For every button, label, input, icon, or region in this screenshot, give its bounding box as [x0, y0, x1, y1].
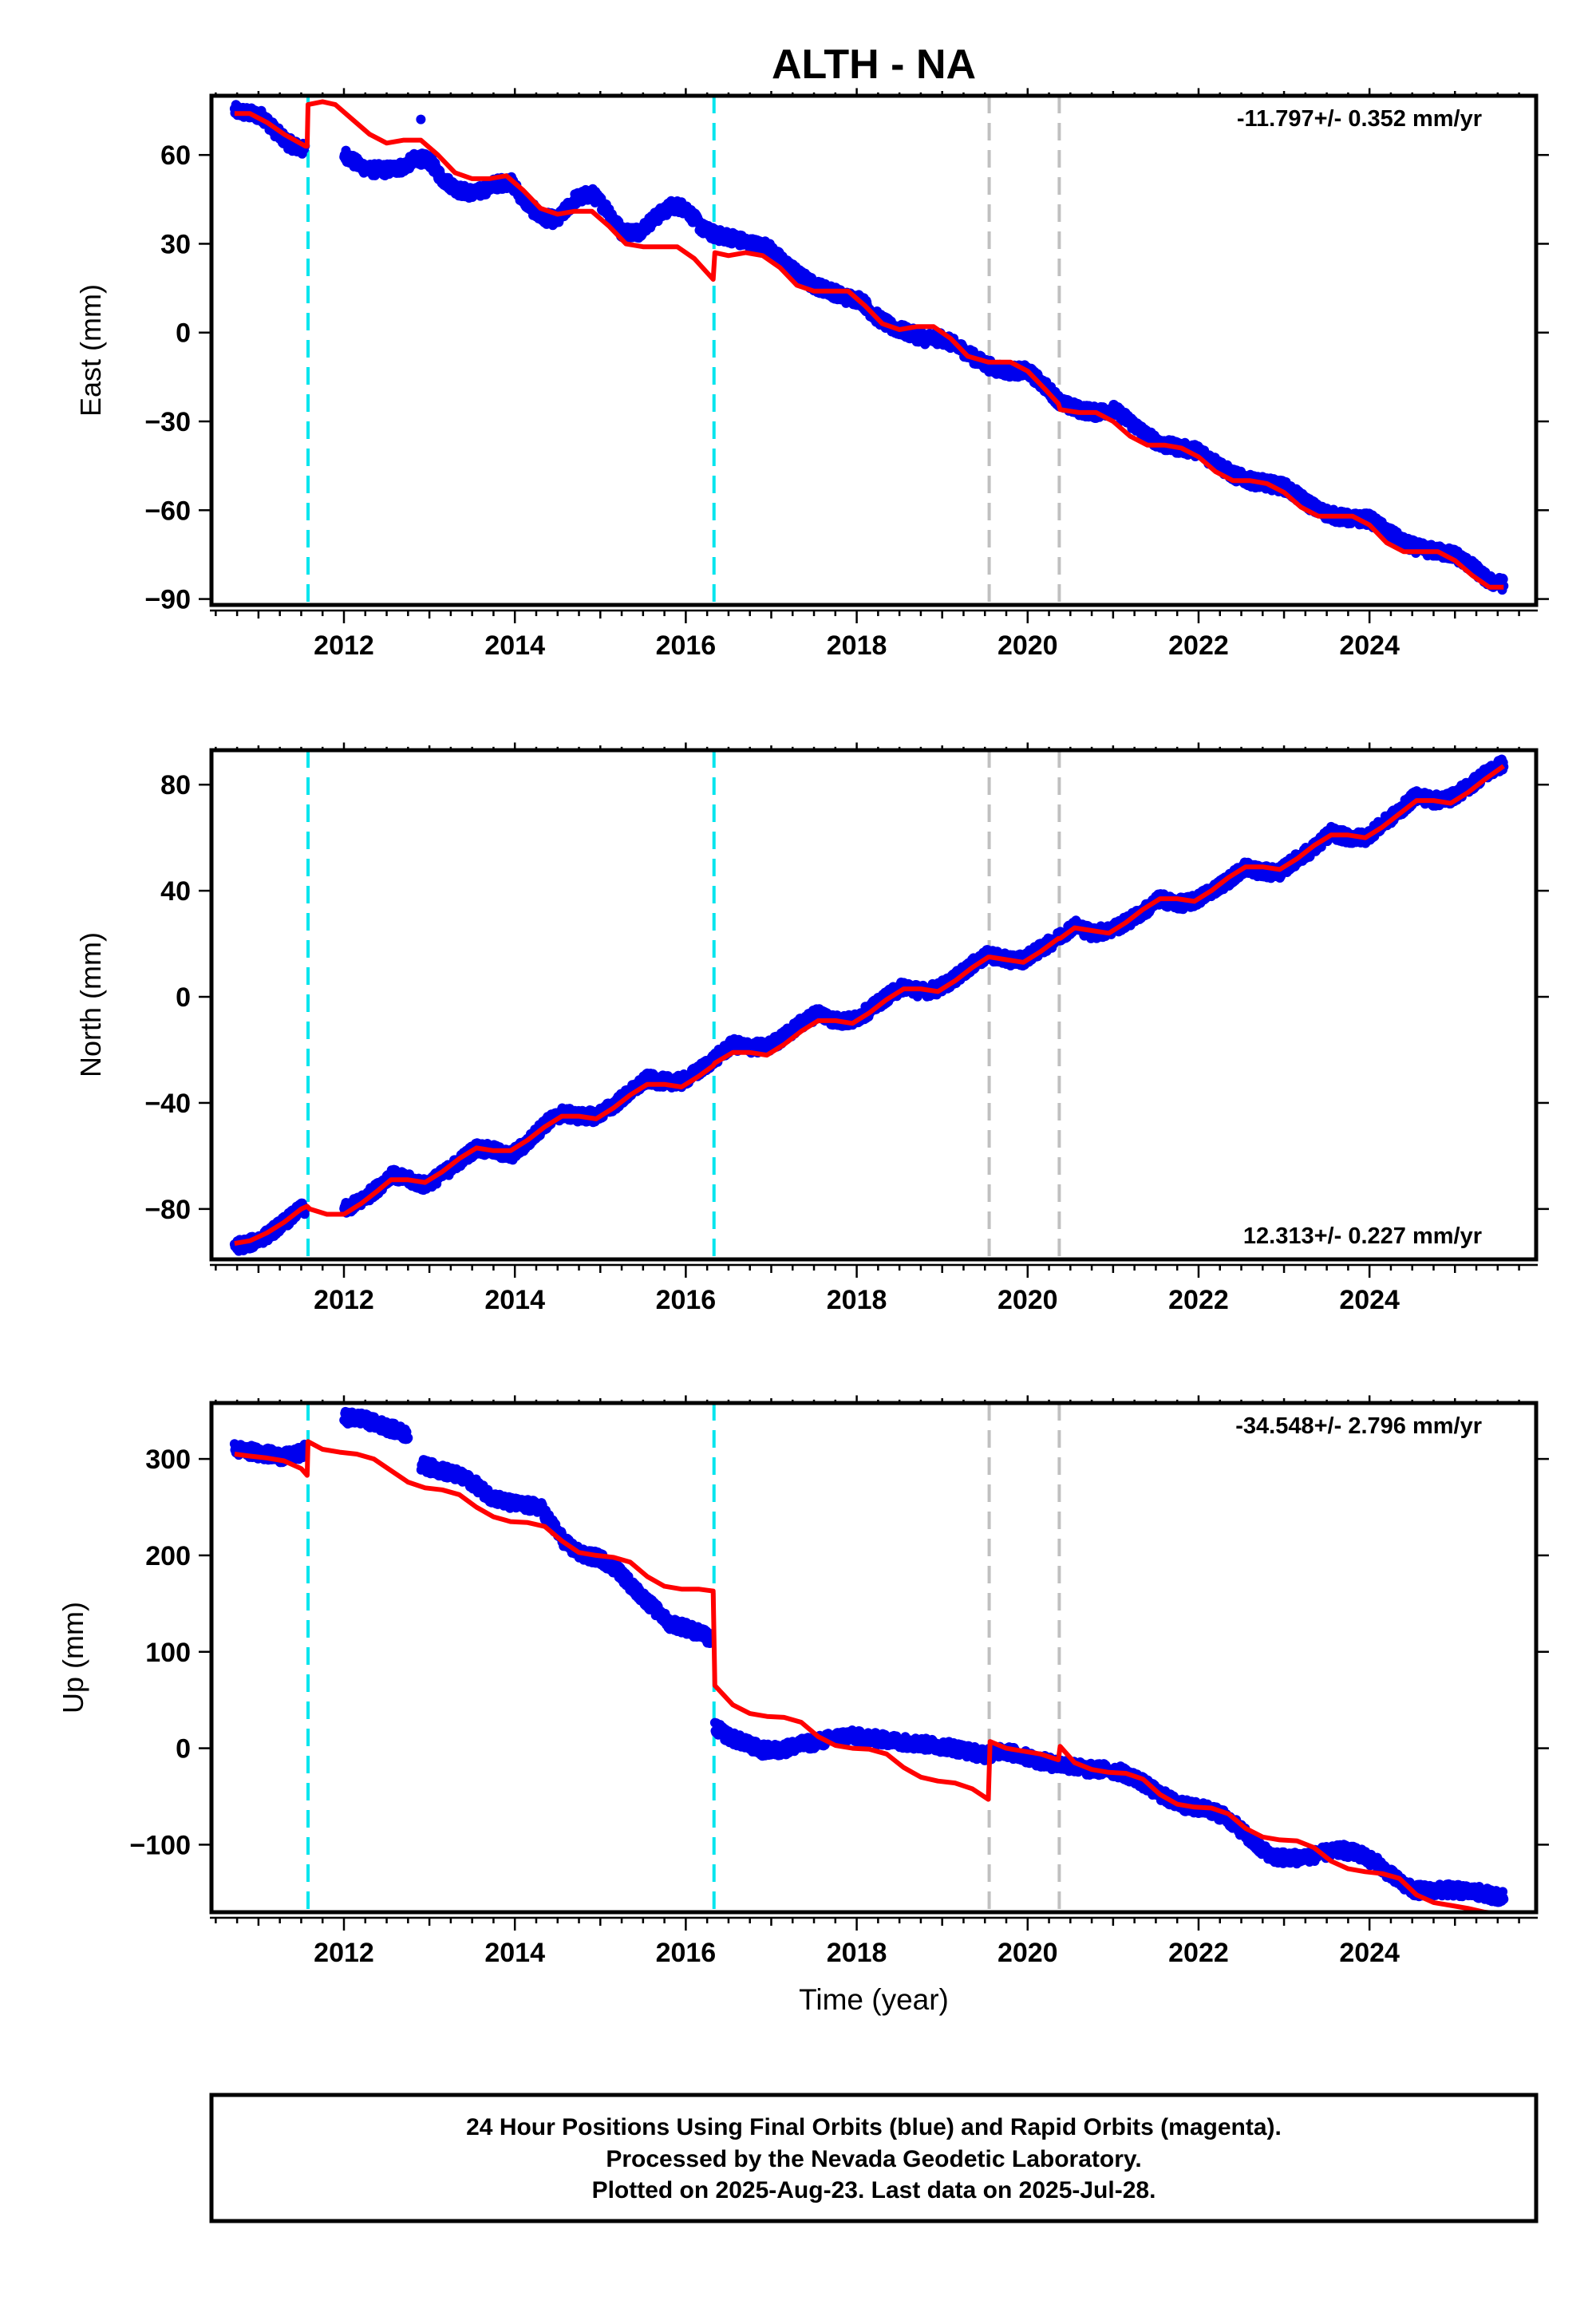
y-tick-label: 0	[176, 982, 191, 1013]
y-tick-label: 80	[160, 770, 191, 800]
x-tick-label: 2018	[827, 630, 887, 661]
y-tick-label: −30	[144, 407, 191, 437]
x-tick-label: 2022	[1168, 630, 1229, 661]
y-tick-label: −40	[144, 1089, 191, 1119]
x-tick-label: 2024	[1339, 1285, 1400, 1315]
x-tick-label: 2024	[1339, 630, 1400, 661]
east-panel: 2012 2014 2016 2018 2020 2022 2024 −90 −60 −30 0 30…	[74, 88, 1549, 661]
y-tick-label: −80	[144, 1195, 191, 1225]
rate-label: -11.797+/- 0.352 mm/yr	[1237, 106, 1482, 132]
chart-title: ALTH - NA	[772, 41, 976, 88]
x-tick-label: 2016	[656, 1285, 717, 1315]
plot-area	[230, 750, 1508, 1259]
y-axis-label: North (mm)	[74, 932, 107, 1077]
north-panel: 2012 2014 2016 2018 2020 2022 2024 −80 −40 0 40 80 N…	[74, 742, 1549, 1315]
x-tick-label: 2022	[1168, 1285, 1229, 1315]
x-tick-label: 2012	[314, 630, 374, 661]
plot-area	[230, 96, 1508, 605]
model-line	[235, 101, 1503, 587]
data-dots	[230, 100, 1508, 595]
y-tick-label: −60	[144, 496, 191, 526]
y-axis-label: East (mm)	[74, 284, 107, 417]
outlier-point	[416, 115, 425, 124]
x-tick-label: 2020	[998, 630, 1058, 661]
y-tick-label: 60	[160, 140, 191, 171]
x-tick-label: 2020	[998, 1285, 1058, 1315]
y-tick-label: 0	[176, 318, 191, 349]
x-tick-label: 2012	[314, 1285, 374, 1315]
y-tick-label: 30	[160, 229, 191, 259]
x-tick-label: 2014	[484, 630, 545, 661]
y-tick-label: −90	[144, 585, 191, 615]
x-tick-label: 2018	[827, 1285, 887, 1315]
x-tick-label: 2014	[484, 1285, 545, 1315]
y-tick-label: 40	[160, 876, 191, 907]
x-tick-label: 2016	[656, 630, 717, 661]
